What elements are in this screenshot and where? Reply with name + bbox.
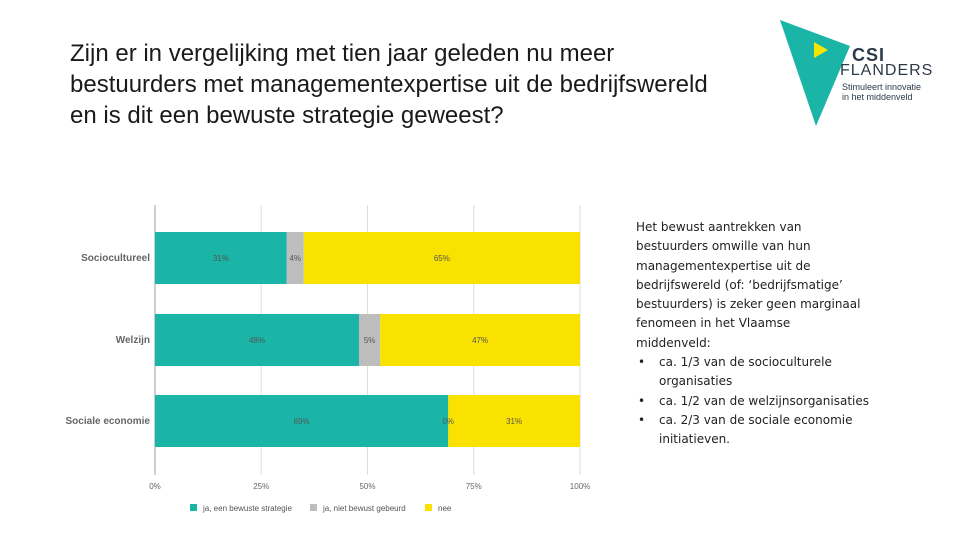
x-tick-label: 75% (466, 482, 482, 491)
summary-line: Het bewust aantrekken van (636, 220, 802, 234)
bar-segment (303, 232, 580, 284)
bar-segment (380, 314, 580, 366)
logo-brand: CSI (852, 45, 886, 65)
logo-triangle (780, 20, 850, 126)
summary-bullet: ca. 2/3 van de sociale economie initiati… (636, 411, 894, 450)
summary-line: managementexpertise uit de (636, 258, 811, 273)
summary-line: bestuurders omwille van hun (636, 239, 811, 254)
data-label: 48% (249, 336, 265, 345)
bar-segment (155, 232, 287, 284)
summary-line: bestuurders) is zeker geen marginaal (636, 297, 861, 312)
legend-swatch (310, 504, 317, 511)
legend-label: nee (438, 504, 452, 513)
bar-segment (155, 314, 359, 366)
chart-bars (155, 232, 580, 447)
summary-bullets: ca. 1/3 van de socioculturele organisati… (636, 353, 894, 449)
summary-line: fenomeen in het Vlaamse (636, 316, 791, 331)
legend-swatch (425, 504, 432, 511)
data-label: 65% (434, 254, 450, 263)
category-label: Welzijn (116, 335, 150, 346)
chart-axis: 0% 25% 50% 75% 100% Sociocultureel Welzijn Soci… (66, 253, 591, 491)
bar-segment (286, 232, 304, 284)
data-label: 5% (364, 336, 376, 345)
x-tick-label: 100% (570, 482, 590, 491)
legend-swatch (190, 504, 197, 511)
title-line: en is dit een bewuste strategie geweest? (70, 102, 504, 129)
x-tick-label: 50% (359, 482, 375, 491)
category-label: Sociocultureel (81, 253, 150, 264)
logo-tagline: Stimuleert innovatie in het middenveld (842, 82, 921, 102)
logo-mark-icon (780, 20, 850, 126)
logo-tagline-line: in het middenveld (842, 92, 913, 102)
summary-line: bedrijfswereld (of: ‘bedrijfsmatige’ (636, 277, 843, 292)
x-tick-label: 0% (149, 482, 161, 491)
logo-tagline-line: Stimuleert innovatie (842, 82, 922, 92)
data-label: 4% (289, 254, 301, 263)
stacked-bar-chart: 31% 4% 65% 48% 5% 47% 69% 0% 31% 0% 25% 50% 75% 100%… (66, 205, 591, 513)
title-line: Zijn er in vergelijking met tien jaar ge… (70, 40, 615, 67)
data-label: 31% (213, 254, 229, 263)
chart-legend: ja, een bewuste strategie ja, niet bewust… (190, 504, 452, 513)
data-label: 31% (506, 417, 522, 426)
data-label: 69% (294, 417, 310, 426)
logo-arrow (814, 42, 828, 58)
data-label: 47% (472, 336, 488, 345)
summary-line: middenveld: (636, 335, 711, 350)
logo-brand: FLANDERS (840, 62, 934, 79)
data-label: 0% (442, 417, 454, 426)
summary-bullet: ca. 1/3 van de socioculturele organisati… (636, 353, 894, 392)
category-label: Sociale economie (66, 416, 151, 427)
summary-bullet: ca. 1/2 van de welzijnsorganisaties (636, 392, 894, 412)
bar-segment (448, 395, 580, 447)
summary-text: Het bewust aantrekken van bestuurders om… (636, 218, 894, 450)
x-tick-label: 25% (253, 482, 269, 491)
bar-segment (359, 314, 381, 366)
bar-segment (155, 395, 449, 447)
page-title: Zijn er in vergelijking met tien jaar ge… (70, 38, 810, 131)
title-line: bestuurders met managementexpertise uit … (70, 71, 708, 98)
summary-intro: Het bewust aantrekken van bestuurders om… (636, 218, 894, 353)
chart-data-labels: 31% 4% 65% 48% 5% 47% 69% 0% 31% (213, 254, 522, 426)
legend-label: ja, een bewuste strategie (202, 504, 292, 513)
legend-label: ja, niet bewust gebeurd (322, 504, 406, 513)
